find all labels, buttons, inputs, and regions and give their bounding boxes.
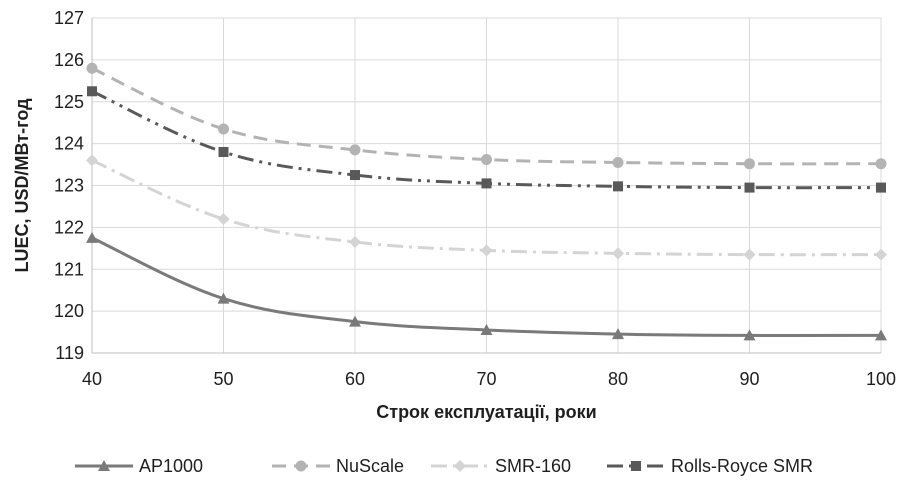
data-point	[350, 170, 360, 181]
data-point	[349, 144, 361, 156]
y-tick-label: 122	[54, 217, 84, 237]
y-tick-label: 124	[54, 134, 84, 154]
data-point	[349, 315, 361, 327]
data-point	[613, 181, 623, 192]
data-point	[217, 213, 230, 225]
data-point	[481, 178, 492, 189]
data-point	[86, 154, 98, 167]
legend-item: AP1000	[75, 456, 203, 476]
data-point	[875, 248, 887, 261]
data-point	[218, 147, 229, 157]
y-tick-label: 121	[54, 259, 84, 279]
data-point	[744, 158, 755, 170]
series-smr-160	[86, 154, 887, 261]
axes	[91, 18, 881, 354]
legend-marker	[98, 460, 110, 471]
legend-marker	[295, 460, 307, 472]
y-axis-title: LUEC, USD/МВт-год	[12, 98, 32, 273]
data-point	[218, 123, 229, 135]
data-point	[876, 182, 886, 193]
y-tick-label: 123	[54, 176, 84, 196]
data-point	[349, 236, 361, 249]
data-point	[481, 154, 492, 166]
x-tick-label: 40	[82, 369, 102, 389]
legend-item: SMR-160	[431, 456, 571, 476]
legend-item: Rolls-Royce SMR	[607, 456, 813, 476]
data-point	[612, 156, 624, 168]
x-tick-label: 100	[866, 369, 896, 389]
data-point	[480, 244, 493, 257]
series-group	[86, 62, 887, 341]
data-point	[480, 323, 493, 335]
data-point	[217, 292, 230, 304]
y-tick-label: 119	[55, 343, 84, 363]
y-tick-label: 120	[54, 301, 84, 321]
data-point	[743, 248, 756, 261]
legend-item: NuScale	[272, 456, 404, 476]
legend: AP1000 NuScale SMR-160 Rolls-Royce SMR	[75, 456, 813, 476]
data-point	[744, 182, 755, 193]
data-point	[875, 329, 887, 341]
x-tick-label: 60	[345, 369, 365, 389]
series-ap1000	[86, 231, 887, 341]
legend-label: SMR-160	[495, 456, 571, 476]
legend-label: AP1000	[139, 456, 203, 476]
series-rolls-royce-smr	[87, 86, 886, 193]
x-tick-label: 70	[476, 369, 496, 389]
data-point	[612, 247, 624, 260]
data-point	[875, 158, 887, 170]
y-tick-label: 127	[54, 8, 84, 28]
legend-marker	[631, 461, 641, 471]
x-tick-label: 80	[608, 369, 628, 389]
legend-label: Rolls-Royce SMR	[671, 456, 813, 476]
legend-label: NuScale	[336, 456, 404, 476]
y-tick-label: 125	[54, 92, 84, 112]
x-tick-label: 50	[213, 369, 233, 389]
legend-marker	[454, 460, 466, 472]
data-point	[86, 62, 98, 74]
y-tick-label: 126	[54, 50, 84, 70]
x-tick-label: 90	[739, 369, 759, 389]
series-nuscale	[86, 62, 887, 170]
tick-labels: 119 120 121 122 123 124 125 126 127 40 50 60 70 80 90 1…	[54, 8, 896, 389]
data-point	[743, 329, 756, 341]
x-axis-title: Строк експлуатації, роки	[376, 402, 596, 422]
data-point	[86, 231, 98, 243]
data-point	[612, 328, 624, 340]
data-point	[87, 86, 97, 97]
